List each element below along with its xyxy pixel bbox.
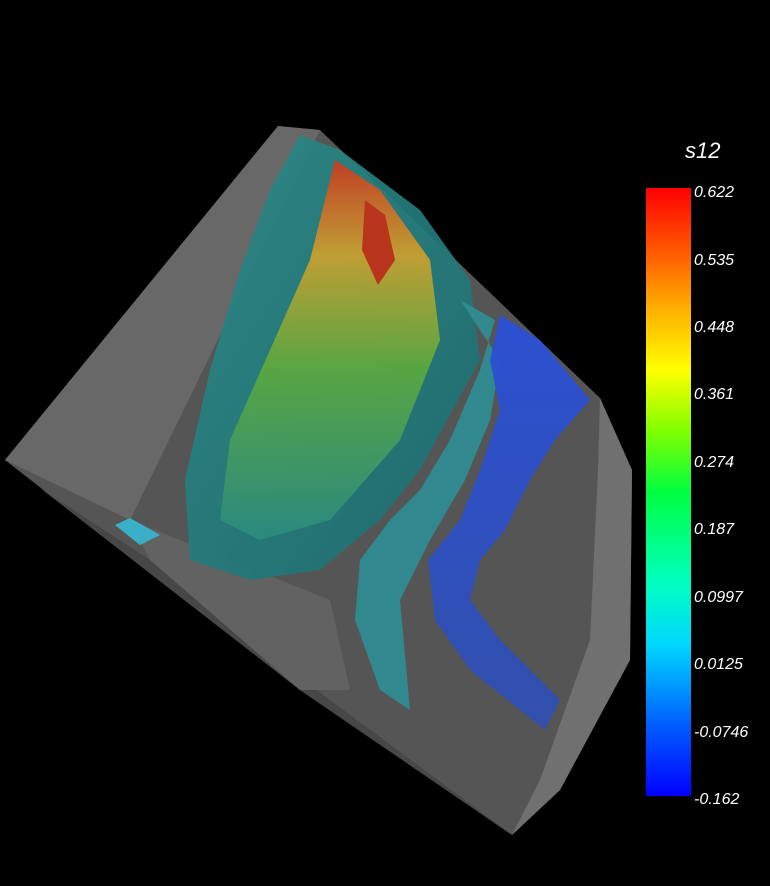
colorbar-tick: 0.274 <box>694 454 735 471</box>
stress-surface-mid <box>115 300 500 710</box>
colorbar-title: s12 <box>685 138 721 163</box>
colorbar-tick: 0.448 <box>694 319 735 336</box>
colorbar-tick: 0.622 <box>694 184 735 201</box>
stress-surface-hot <box>185 135 480 580</box>
colorbar-tick: 0.361 <box>694 386 735 403</box>
colorbar-tick: -0.162 <box>694 791 740 808</box>
colorbar-tick: 0.0997 <box>694 589 743 606</box>
colorbar-tick: -0.0746 <box>694 724 749 741</box>
colorbar-tick: 0.187 <box>694 521 735 538</box>
colorbar-tick: 0.0125 <box>694 656 743 673</box>
colorbar-tick: 0.535 <box>694 252 735 269</box>
stress-surface-low <box>428 315 590 730</box>
colorbar <box>646 188 691 796</box>
